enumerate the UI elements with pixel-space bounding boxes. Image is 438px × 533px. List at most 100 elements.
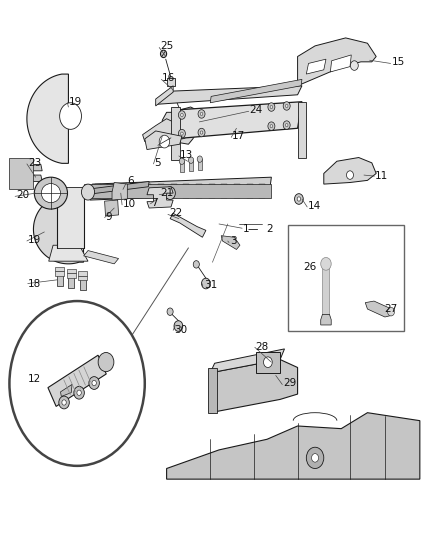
Polygon shape <box>221 183 227 198</box>
Bar <box>166 78 175 86</box>
Circle shape <box>268 122 275 131</box>
Polygon shape <box>145 183 151 198</box>
Polygon shape <box>162 107 201 144</box>
Bar <box>57 273 63 286</box>
Circle shape <box>77 390 81 395</box>
Bar <box>67 269 76 273</box>
Circle shape <box>188 157 194 164</box>
Text: 31: 31 <box>204 280 217 290</box>
Text: 16: 16 <box>162 73 176 83</box>
Polygon shape <box>85 181 149 195</box>
Bar <box>189 160 193 171</box>
Circle shape <box>180 114 183 117</box>
Text: 25: 25 <box>160 41 173 51</box>
Text: 24: 24 <box>250 104 263 115</box>
Polygon shape <box>321 314 331 325</box>
Bar <box>322 264 329 314</box>
Bar <box>80 277 86 290</box>
Circle shape <box>283 121 290 130</box>
Circle shape <box>98 352 114 372</box>
Polygon shape <box>112 182 127 200</box>
Polygon shape <box>306 59 326 74</box>
Circle shape <box>59 396 69 409</box>
Bar <box>180 161 184 172</box>
Circle shape <box>200 112 203 116</box>
Bar <box>68 275 74 288</box>
Text: 5: 5 <box>154 158 161 168</box>
Text: 17: 17 <box>232 131 245 141</box>
Polygon shape <box>297 38 376 86</box>
Polygon shape <box>27 74 68 163</box>
Polygon shape <box>90 177 272 200</box>
Circle shape <box>174 321 183 332</box>
Text: 1: 1 <box>243 224 250 235</box>
Circle shape <box>200 131 203 134</box>
Text: 3: 3 <box>230 236 237 246</box>
Bar <box>67 273 76 278</box>
Circle shape <box>297 197 300 201</box>
Circle shape <box>165 187 175 199</box>
Circle shape <box>180 132 183 135</box>
Polygon shape <box>208 183 215 198</box>
Ellipse shape <box>34 177 67 209</box>
Polygon shape <box>324 158 376 184</box>
Circle shape <box>270 106 273 109</box>
Circle shape <box>178 111 185 119</box>
Polygon shape <box>297 102 306 158</box>
Text: 13: 13 <box>180 150 193 160</box>
Text: 2: 2 <box>266 224 273 235</box>
Polygon shape <box>49 245 88 261</box>
Polygon shape <box>155 86 173 106</box>
Polygon shape <box>60 384 72 397</box>
Circle shape <box>92 381 96 386</box>
Circle shape <box>294 193 303 204</box>
Polygon shape <box>155 86 302 104</box>
Bar <box>55 267 64 271</box>
Polygon shape <box>234 183 240 198</box>
Text: 14: 14 <box>308 201 321 211</box>
Bar <box>256 352 280 373</box>
Circle shape <box>311 454 318 462</box>
Bar <box>57 187 84 248</box>
Text: 19: 19 <box>68 96 81 107</box>
Circle shape <box>201 278 210 289</box>
Bar <box>78 276 87 280</box>
Text: 9: 9 <box>106 212 112 222</box>
Polygon shape <box>170 183 177 198</box>
Polygon shape <box>107 183 113 198</box>
Circle shape <box>74 386 85 399</box>
Polygon shape <box>147 187 173 208</box>
Circle shape <box>198 110 205 118</box>
Bar <box>84 183 272 198</box>
Polygon shape <box>48 355 106 406</box>
Polygon shape <box>196 183 202 198</box>
Polygon shape <box>183 183 189 198</box>
Polygon shape <box>330 55 351 72</box>
Polygon shape <box>33 195 84 264</box>
Circle shape <box>62 400 66 405</box>
Polygon shape <box>14 165 42 171</box>
Polygon shape <box>120 183 126 198</box>
Bar <box>78 271 87 276</box>
Circle shape <box>198 128 205 137</box>
Text: 11: 11 <box>375 171 389 181</box>
Text: 29: 29 <box>283 378 297 389</box>
Text: 6: 6 <box>127 176 134 187</box>
Text: 22: 22 <box>169 208 182 219</box>
Polygon shape <box>210 360 297 413</box>
Polygon shape <box>259 183 265 198</box>
Text: 28: 28 <box>256 342 269 352</box>
Circle shape <box>89 377 99 390</box>
Text: —: — <box>247 224 258 235</box>
Circle shape <box>167 308 173 316</box>
Circle shape <box>197 156 202 163</box>
Text: 23: 23 <box>28 158 41 168</box>
Circle shape <box>268 103 275 111</box>
Text: 18: 18 <box>28 279 41 288</box>
Polygon shape <box>143 119 175 142</box>
Text: 30: 30 <box>174 325 187 335</box>
Circle shape <box>60 103 81 130</box>
Ellipse shape <box>41 183 60 203</box>
Bar <box>55 271 64 276</box>
Text: 27: 27 <box>384 304 397 314</box>
